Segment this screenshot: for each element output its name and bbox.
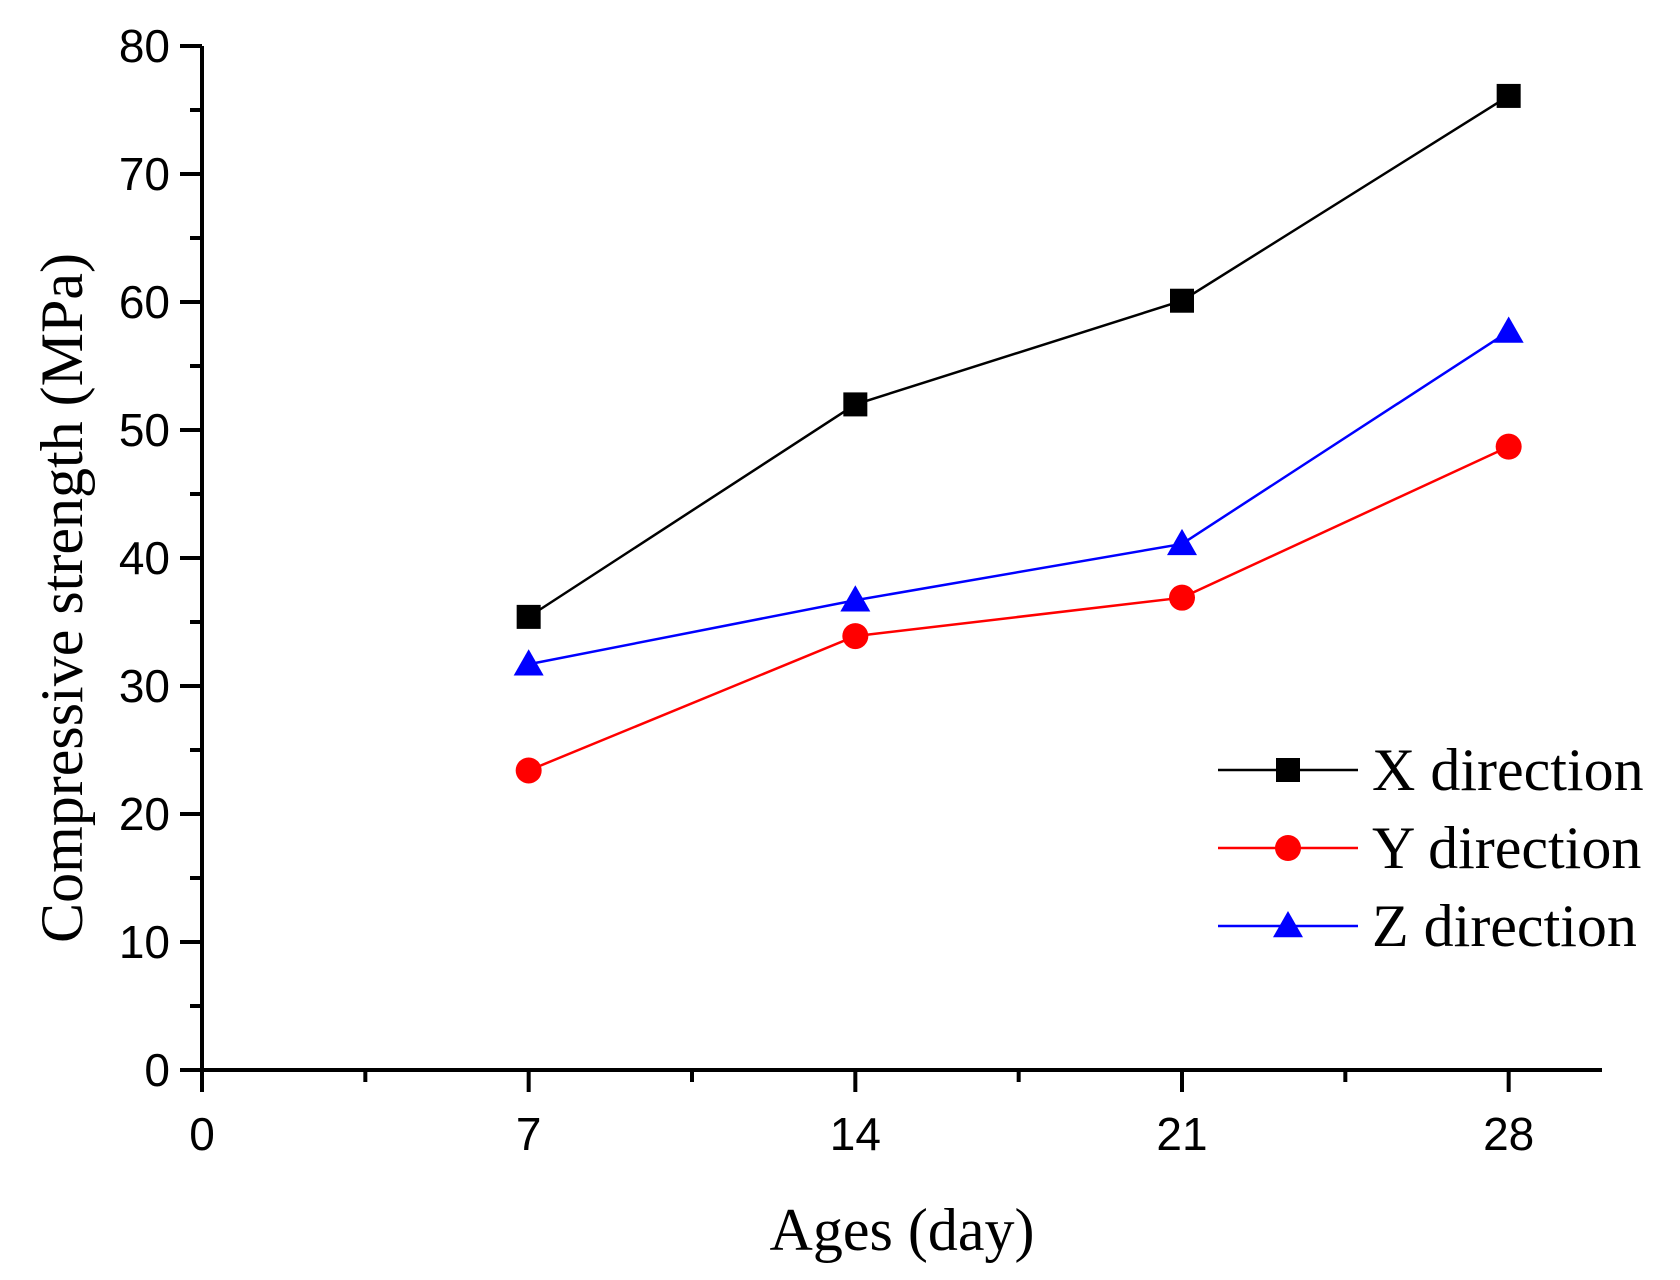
data-point <box>1169 584 1195 611</box>
y-tick-label: 40 <box>119 532 170 584</box>
y-tick-label: 30 <box>119 660 170 712</box>
y-axis-title: Compressive strength (MPa) <box>29 253 95 943</box>
legend-marker <box>1275 835 1301 861</box>
legend-item: Y direction <box>1218 815 1641 881</box>
data-point <box>1495 433 1522 460</box>
data-point <box>1493 316 1524 343</box>
legend-item: Z direction <box>1218 893 1637 959</box>
data-point <box>843 392 868 417</box>
y-tick-label: 80 <box>119 20 170 72</box>
x-tick-label: 21 <box>1156 1108 1207 1160</box>
y-tick-label: 50 <box>119 404 170 456</box>
axes: 0 10 20 30 40 50 60 70 80 0 7 14 21 28 <box>119 20 1602 1160</box>
data-point <box>513 649 544 676</box>
legend-item: X direction <box>1218 737 1644 803</box>
y-tick-label: 60 <box>119 276 170 328</box>
data-point <box>840 585 871 612</box>
x-tick-label: 14 <box>830 1108 881 1160</box>
data-point <box>842 623 869 650</box>
legend-label: X direction <box>1372 737 1644 803</box>
data-point <box>1170 288 1194 313</box>
y-tick-label: 0 <box>144 1044 170 1096</box>
x-tick-label: 0 <box>189 1108 215 1160</box>
x-tick-label: 7 <box>516 1108 542 1160</box>
legend: X direction Y direction Z direction <box>1218 737 1644 959</box>
data-point <box>516 604 541 629</box>
series-line <box>527 94 1510 618</box>
data-point <box>515 757 542 784</box>
series-line <box>528 330 1510 666</box>
legend-label: Y direction <box>1372 815 1641 881</box>
legend-label: Z direction <box>1372 893 1637 959</box>
x-tick-label: 28 <box>1483 1108 1534 1160</box>
data-point <box>1167 528 1197 556</box>
data-point <box>1496 83 1521 108</box>
series-layer <box>513 83 1524 784</box>
series-2 <box>515 433 1522 784</box>
series-3 <box>513 316 1524 676</box>
y-tick-label: 20 <box>119 788 170 840</box>
y-tick-label: 70 <box>119 148 170 200</box>
legend-marker <box>1273 911 1303 938</box>
legend-marker <box>1276 758 1300 782</box>
x-axis-title: Ages (day) <box>770 1197 1035 1263</box>
series-line <box>528 445 1510 772</box>
series-1 <box>516 83 1521 629</box>
y-tick-label: 10 <box>119 916 170 968</box>
